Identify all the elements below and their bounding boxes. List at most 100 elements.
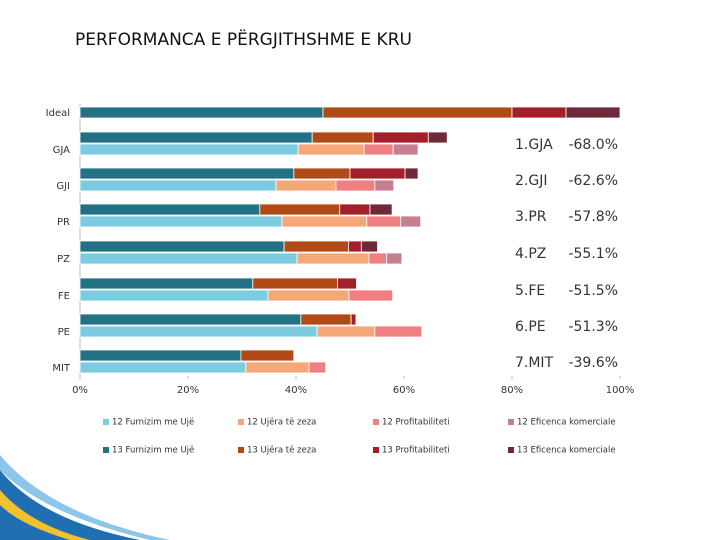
bar — [311, 131, 374, 144]
legend-swatch — [103, 447, 109, 453]
bar — [565, 106, 621, 119]
bar — [79, 131, 313, 144]
bar — [322, 106, 513, 119]
decoration — [0, 490, 90, 540]
bar — [339, 203, 371, 216]
bar — [300, 313, 352, 326]
y-tick-label: MIT — [52, 363, 71, 374]
annotation: 5.FE — [515, 283, 545, 299]
annotation: -51.5% — [568, 283, 618, 299]
annotation: -62.6% — [568, 173, 618, 189]
bar — [337, 277, 357, 290]
bar — [374, 325, 423, 338]
bar — [372, 131, 429, 144]
bar — [79, 252, 298, 265]
bar — [79, 215, 283, 228]
bar — [360, 240, 378, 253]
legend-swatch — [508, 419, 514, 425]
chart-title: PERFORMANCA E PËRGJITHSHME E KRU — [75, 29, 412, 50]
bar — [79, 277, 254, 290]
legend-swatch — [238, 419, 244, 425]
bar — [296, 252, 370, 265]
bar — [79, 325, 318, 338]
annotation: -55.1% — [568, 246, 618, 262]
y-tick-label: Ideal — [46, 108, 70, 119]
legend-swatch — [373, 447, 379, 453]
bar — [297, 143, 365, 156]
bar — [386, 252, 403, 265]
bar — [293, 167, 351, 180]
annotation: -39.6% — [568, 355, 618, 371]
annotation: -68.0% — [568, 137, 618, 153]
legend-label: 13 Furnizim me Ujë — [112, 446, 194, 456]
annotation: -51.3% — [568, 319, 618, 335]
bar — [252, 277, 338, 290]
bar — [400, 215, 422, 228]
bar — [348, 289, 394, 302]
bar — [427, 131, 448, 144]
annotation: 4.PZ — [515, 246, 546, 262]
bar — [79, 349, 242, 362]
bar — [79, 313, 302, 326]
annotation: 1.GJA — [515, 137, 553, 153]
annotation: 6.PE — [515, 319, 546, 335]
legend-label: 12 Eficenca komerciale — [517, 418, 616, 428]
bar — [366, 215, 402, 228]
legend-label: 12 Ujëra të zeza — [247, 418, 316, 428]
legend-label: 13 Ujëra të zeza — [247, 446, 316, 456]
bar — [349, 167, 406, 180]
legend-swatch — [103, 419, 109, 425]
bar — [79, 106, 324, 119]
bar — [79, 289, 269, 302]
bar — [79, 361, 247, 374]
bar — [363, 143, 394, 156]
annotation: 3.PR — [515, 209, 547, 225]
y-tick-label: GJI — [56, 181, 70, 192]
bar — [374, 179, 395, 192]
x-tick-label: 0% — [72, 385, 88, 396]
bar — [79, 167, 295, 180]
x-tick-label: 40% — [285, 385, 307, 396]
bar — [79, 179, 277, 192]
legend-label: 12 Profitabiliteti — [382, 418, 450, 428]
x-tick-label: 100% — [606, 385, 635, 396]
y-tick-label: GJA — [53, 145, 71, 156]
bar — [281, 215, 368, 228]
bar — [368, 252, 388, 265]
legend-label: 13 Profitabiliteti — [382, 446, 450, 456]
bar — [335, 179, 376, 192]
bar — [369, 203, 393, 216]
legend-label: 13 Eficenca komerciale — [517, 446, 616, 456]
bar — [79, 143, 299, 156]
bar — [79, 240, 285, 253]
bar — [350, 313, 357, 326]
x-tick-label: 80% — [501, 385, 523, 396]
bar — [316, 325, 376, 338]
y-tick-label: PE — [58, 327, 70, 338]
y-tick-label: PR — [57, 217, 70, 228]
legend-swatch — [508, 447, 514, 453]
bar — [240, 349, 295, 362]
bar — [275, 179, 337, 192]
bar — [392, 143, 419, 156]
x-tick-label: 20% — [177, 385, 199, 396]
annotation: 2.GJI — [515, 173, 547, 189]
y-tick-label: PZ — [57, 254, 70, 265]
legend-swatch — [238, 447, 244, 453]
annotation: 7.MIT — [515, 355, 554, 371]
bar — [511, 106, 567, 119]
bar — [79, 203, 261, 216]
bar — [404, 167, 419, 180]
bar — [308, 361, 327, 374]
legend-swatch — [373, 419, 379, 425]
y-tick-label: FE — [58, 291, 70, 302]
x-tick-label: 60% — [393, 385, 415, 396]
bar — [347, 240, 362, 253]
bar — [245, 361, 310, 374]
bar — [283, 240, 349, 253]
bar — [259, 203, 341, 216]
annotation: -57.8% — [568, 209, 618, 225]
legend-label: 12 Furnizim me Ujë — [112, 418, 194, 428]
bar — [267, 289, 350, 302]
